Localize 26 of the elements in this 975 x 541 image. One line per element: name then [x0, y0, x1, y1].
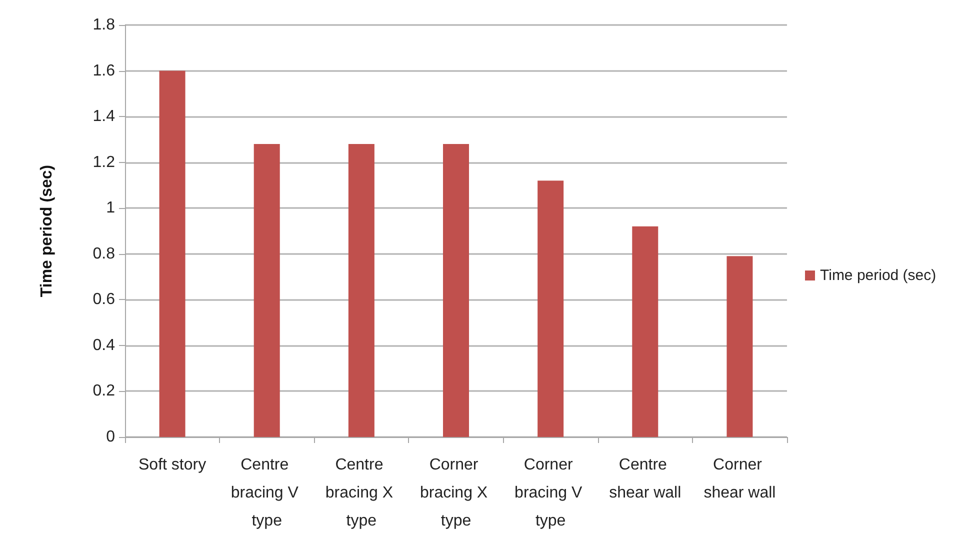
bar [348, 144, 374, 437]
bar [726, 256, 753, 437]
x-tick-label: Centre bracing V type [230, 456, 303, 530]
y-tick-label: 0.4 [92, 336, 116, 354]
y-tick-label: 1.6 [92, 62, 116, 80]
x-tick-label: Soft story [138, 456, 206, 474]
y-axis-title: Time period (sec) [38, 164, 56, 298]
x-tick-label: Centre shear wall [609, 456, 682, 502]
y-tick-label: 1 [106, 200, 116, 217]
x-tick-label: Centre bracing X type [325, 456, 398, 530]
y-tick-label: 0.6 [92, 291, 116, 308]
y-tick-label: 0.2 [92, 382, 116, 400]
x-tick-label: Corner bracing V type [514, 456, 587, 530]
bar [538, 180, 564, 437]
bar [254, 144, 280, 437]
bar [159, 70, 186, 437]
bar [443, 144, 469, 437]
y-tick-label: 0 [106, 428, 116, 446]
y-tick-label: 1.4 [92, 108, 116, 126]
y-tick-label: 1.8 [92, 16, 116, 34]
bar [632, 226, 658, 437]
legend-label: Time period (sec) [820, 267, 936, 284]
x-tick-label: Corner shear wall [704, 456, 776, 502]
y-tick-label: 0.8 [92, 245, 116, 262]
x-tick-label: Corner bracing X type [420, 456, 492, 530]
y-tick-label: 1.2 [92, 154, 116, 171]
